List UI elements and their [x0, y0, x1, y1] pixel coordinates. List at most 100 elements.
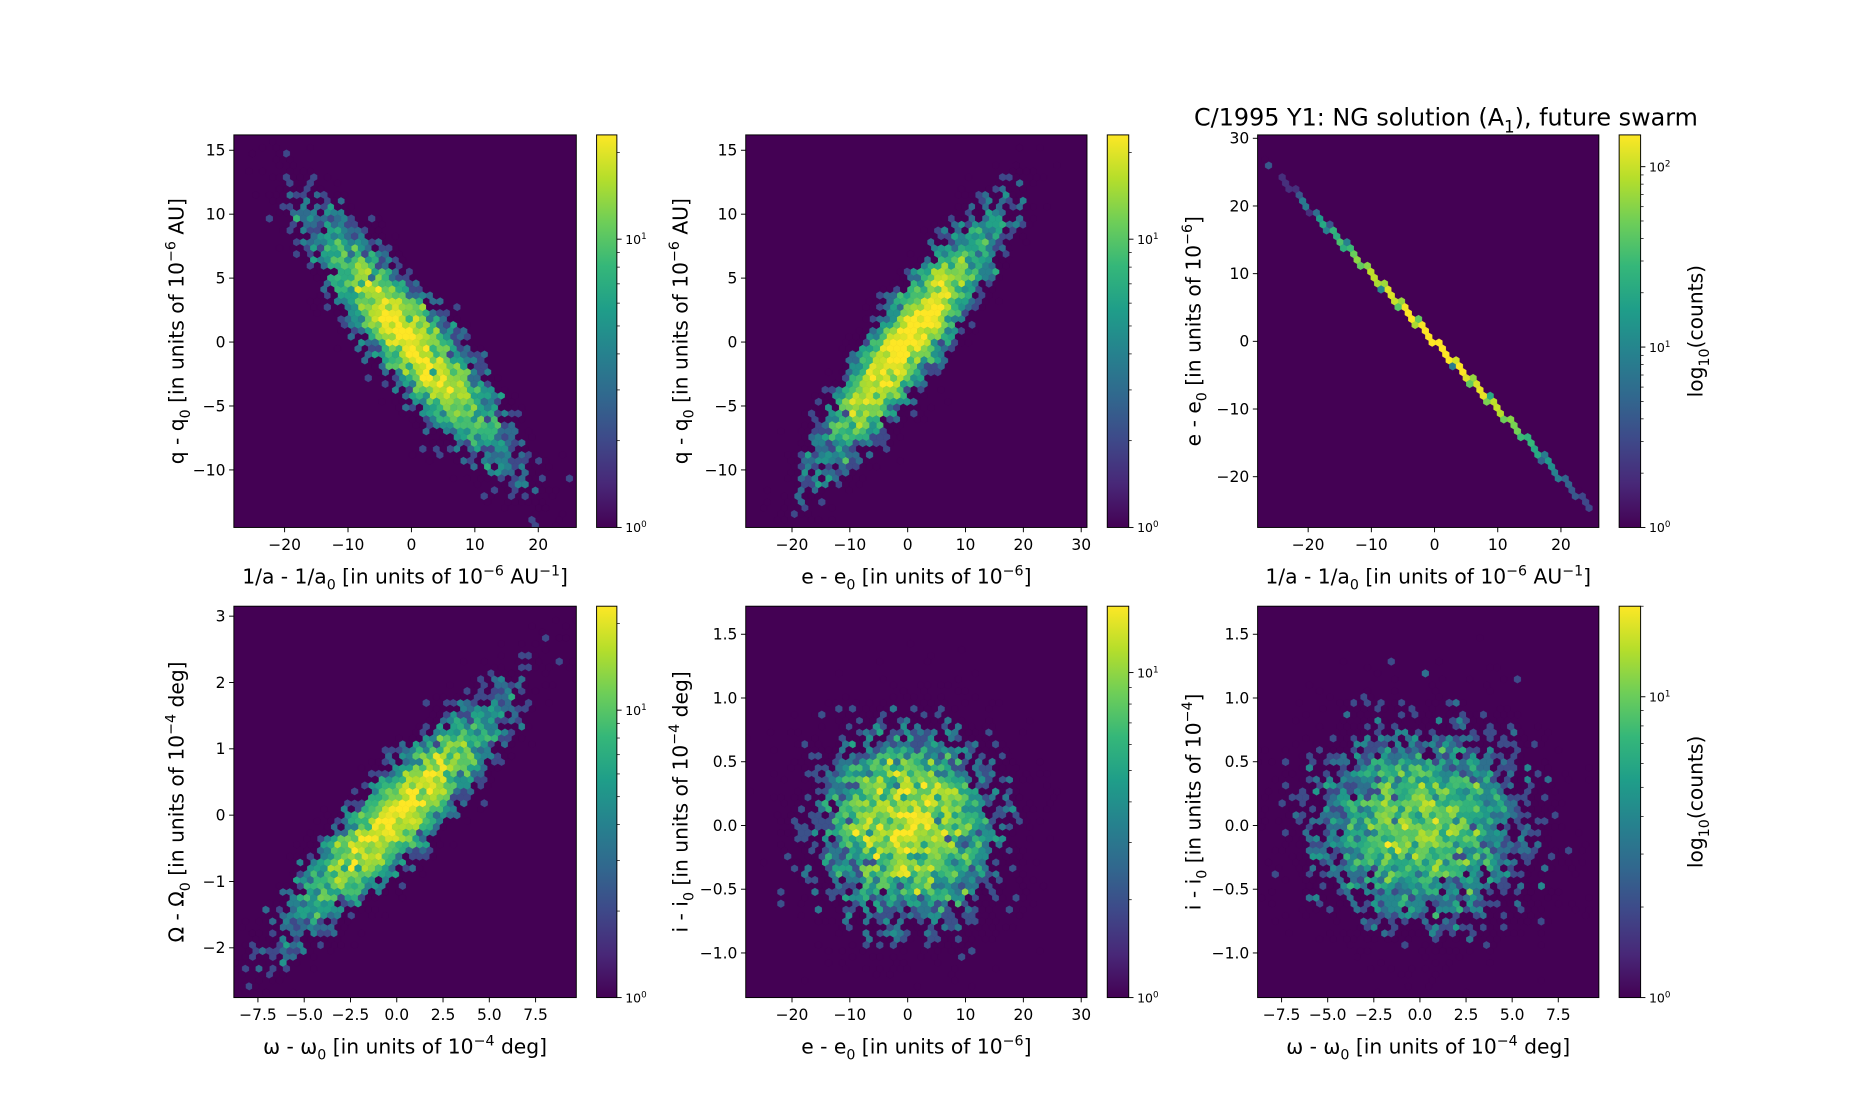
hexbin-cell [279, 899, 287, 908]
hexbin-cell [524, 462, 533, 471]
hexbin-cell [848, 444, 857, 454]
hexbin-cell [1551, 822, 1559, 832]
hexbin-cell [494, 409, 502, 418]
hexbin-cell [801, 740, 809, 749]
hexbin-cell [862, 314, 870, 324]
hexbin-cell [801, 976, 809, 985]
hexbin-cell [1428, 929, 1436, 938]
hexbin-layer [1257, 633, 1593, 997]
hexbin-cell [419, 338, 427, 347]
colorbar-tick-label: 100 [625, 990, 647, 1005]
hexbin-cell [934, 320, 942, 330]
hexbin-cell [333, 308, 342, 318]
hexbin-cell [1029, 899, 1037, 908]
hexbin-cell [1507, 769, 1515, 778]
hexbin-cell [818, 474, 826, 483]
hexbin-cell [327, 887, 335, 897]
hexbin-cell [814, 846, 822, 855]
hexbin-cell [1316, 722, 1324, 731]
hexbin-cell [333, 249, 342, 259]
hexbin-cell [964, 220, 973, 229]
hexbin-cell [528, 432, 536, 442]
hexbin-cell [930, 338, 938, 347]
hexbin-cell [357, 314, 366, 324]
hexbin-cell [886, 438, 894, 448]
hexbin-cell [852, 368, 860, 377]
hexbin-cell [477, 781, 485, 790]
x-tick-label: −20 [268, 536, 301, 554]
hexbin-cell [828, 870, 836, 879]
hexbin-cell [930, 255, 938, 265]
hexbin-cell [787, 858, 795, 867]
hexbin-cell [368, 887, 376, 897]
hexbin-cell [402, 864, 410, 873]
hexbin-cell [374, 214, 383, 223]
hexbin-cell [1339, 846, 1348, 855]
hexbin-cell [886, 734, 894, 743]
hexbin-cell [449, 379, 458, 389]
x-tick-label: 20 [1013, 1006, 1033, 1024]
hexbin-cell [1387, 657, 1395, 666]
hexbin-cell [702, 616, 709, 624]
y-tick-label: −10 [193, 461, 226, 479]
hexbin-cell [415, 793, 424, 802]
hexbin-cell [777, 887, 785, 897]
hexbin-cell [906, 816, 915, 826]
hexbin-cell [1421, 858, 1429, 867]
hexbin-cell [514, 480, 522, 489]
hexbin-cell [1466, 675, 1474, 684]
hexbin-cell [562, 621, 570, 631]
hexbin-cell [1285, 929, 1293, 938]
hexbin-cell [487, 775, 495, 784]
hexbin-cell [1033, 858, 1041, 867]
hexbin-cell [923, 787, 932, 796]
axes-frame [745, 134, 1088, 528]
hexbin-cell [797, 911, 805, 920]
hexbin-cell [286, 923, 294, 932]
hexbin-cell [954, 675, 962, 684]
hexbin-cell [968, 982, 976, 991]
y-tick-label: −10 [1217, 400, 1250, 418]
hexbin-cell [1486, 734, 1494, 743]
hexbin-cell [470, 379, 478, 389]
hexbin-cell [1585, 775, 1593, 784]
hexbin-cell [784, 474, 792, 483]
hexbin-cell [282, 881, 291, 891]
hexbin-cell [256, 126, 263, 134]
hexbin-cell [351, 810, 359, 820]
hexbin-cell [879, 757, 887, 767]
hexbin-cell [886, 308, 894, 318]
colorbar-tick-label: 102 [1649, 159, 1671, 174]
y-tick-label: −10 [705, 461, 738, 479]
hexbin-cell [279, 946, 287, 956]
hexbin-cell [842, 338, 850, 347]
hexbin-cell [825, 368, 833, 377]
hexbin-cell [951, 858, 959, 867]
hexbin-cell [306, 179, 314, 188]
hexbin-cell [900, 935, 908, 944]
hexbin-cell [1472, 757, 1481, 767]
hexbin-cell [385, 291, 393, 300]
hexbin-cell [981, 746, 990, 755]
hexbin-cell [368, 320, 376, 330]
hexbin-cell [872, 462, 880, 471]
y-tick-label: 15 [718, 142, 738, 160]
hexbin-cell [569, 657, 577, 666]
hexbin-cell [934, 923, 942, 932]
hexbin-cell [913, 875, 921, 885]
hexbin-cell [958, 763, 966, 773]
hexbin-layer [745, 639, 1061, 991]
hexbin-cell [1015, 793, 1024, 802]
hexbin-cell [1005, 255, 1013, 265]
hexbin-cell [862, 338, 870, 347]
hexbin-cell [981, 887, 990, 897]
hexbin-cell [1350, 805, 1358, 814]
hexbin-cell [320, 828, 328, 837]
y-tick-label: 0 [728, 333, 738, 351]
hexbin-cell [484, 497, 492, 507]
hexbin-cell [494, 763, 502, 773]
hexbin-cell [1524, 740, 1532, 749]
hexbin-cell [398, 385, 406, 395]
hexbin-cell [381, 887, 389, 897]
